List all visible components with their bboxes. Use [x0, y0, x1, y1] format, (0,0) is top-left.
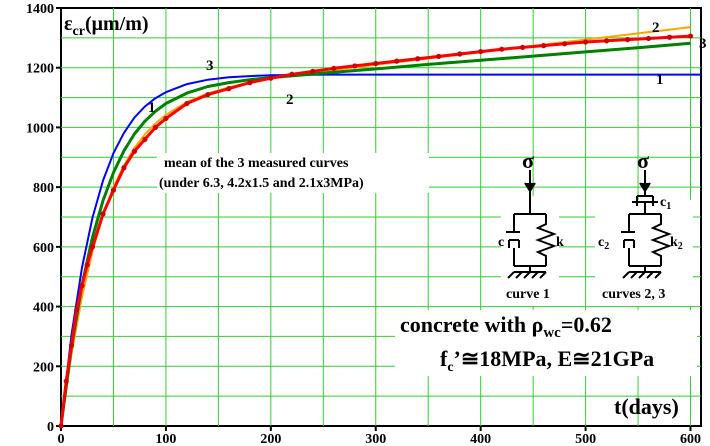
info-f: f	[440, 346, 448, 371]
diagram-2-sigma: σ	[637, 148, 649, 173]
diagram-2-caption: curves 2, 3	[602, 287, 665, 302]
curve-label-2a: 2	[286, 92, 294, 108]
x-tick-label: 300	[365, 432, 386, 446]
annotation-line-1: mean of the 3 measured curves	[164, 156, 349, 171]
y-tick-label: 0	[47, 420, 54, 435]
series-point-mean	[184, 100, 190, 107]
x-tick-label: 100	[155, 432, 176, 446]
series-point-mean	[131, 148, 138, 154]
curve-label-1b: 1	[656, 72, 664, 88]
x-tick-label: 500	[575, 432, 596, 446]
y-axis-sub: cr	[73, 24, 85, 39]
series-point-mean	[84, 262, 90, 268]
x-axis-label: t(days)	[614, 394, 679, 419]
x-tick-label: 400	[470, 432, 491, 446]
series-point-mean	[394, 58, 400, 64]
diagram-2-k2: k2	[670, 235, 683, 252]
info-rho-sub: wc	[543, 325, 561, 341]
info-line-2: fc’≅18MPa, E≅21GPa	[440, 346, 654, 375]
series-point-mean	[562, 41, 568, 47]
series-point-mean	[226, 86, 232, 92]
series-point-mean	[68, 342, 75, 348]
series-point-mean	[247, 80, 253, 86]
series-point-mean	[89, 244, 96, 250]
model-diagram-curve-1	[501, 170, 559, 306]
series-point-mean	[152, 124, 159, 131]
y-tick-label: 1400	[26, 2, 54, 17]
y-tick-label: 1200	[26, 62, 54, 77]
series-point-mean	[666, 34, 673, 40]
series-point-mean	[121, 165, 127, 171]
series-line-1	[60, 73, 701, 427]
series-point-mean	[63, 378, 69, 384]
curve-label-3a: 3	[206, 58, 214, 74]
diagram-2-c1: c1	[660, 195, 671, 212]
annotation-line-2: (under 6.3, 4.2x1.5 and 2.1x3MPa)	[159, 176, 364, 191]
series-point-mean	[415, 56, 421, 62]
series-point-mean	[520, 44, 526, 51]
series-point-mean	[163, 115, 169, 122]
series-point-mean	[289, 71, 295, 77]
info-f-rest: ’≅18MPa, E≅21GPa	[454, 346, 655, 371]
y-axis-label: εcr(μm/m)	[64, 13, 149, 39]
series-point-mean	[331, 65, 337, 71]
info-rho: ρ	[532, 312, 544, 337]
x-tick-label: 200	[260, 432, 281, 446]
series-point-mean	[478, 48, 484, 55]
series-point-mean	[142, 136, 148, 142]
info-line-1: concrete with ρwc=0.62	[400, 312, 612, 341]
series-line-3	[59, 41, 691, 427]
annotation-bg	[157, 153, 429, 193]
series-point-mean	[603, 38, 610, 44]
series-point-mean	[373, 60, 379, 67]
curve-label-2b: 2	[652, 20, 660, 36]
series-point-mean	[436, 53, 442, 59]
x-tick-label: 600	[680, 432, 701, 446]
series-point-mean	[541, 43, 547, 49]
series-point-mean	[624, 37, 631, 43]
y-tick-label: 200	[33, 360, 54, 375]
series-point-mean	[310, 68, 316, 74]
series-point-mean	[352, 63, 358, 69]
diagram-1-sigma: σ	[522, 148, 534, 173]
info-rho-value: =0.62	[561, 312, 612, 337]
series-point-mean	[268, 75, 274, 81]
series-point-mean	[582, 39, 589, 45]
diagram-1-caption: curve 1	[506, 287, 550, 302]
info-bg	[395, 310, 697, 376]
info-prefix: concrete with	[400, 312, 532, 337]
diagram-1-k: k	[556, 235, 564, 250]
y-tick-label: 600	[33, 241, 54, 256]
series-point-mean	[79, 283, 85, 289]
series-point-mean	[74, 306, 80, 313]
y-axis-unit: (μm/m)	[85, 13, 149, 35]
y-tick-label: 800	[33, 181, 54, 196]
model-diagram-curves-2-3	[595, 170, 693, 306]
series-point-mean	[58, 423, 64, 429]
y-tick-label: 400	[33, 301, 54, 316]
series-point-mean	[687, 33, 694, 39]
curve-label-3b: 3	[699, 36, 707, 52]
diagram-2-c2: c2	[598, 235, 609, 252]
series-group	[58, 26, 701, 429]
y-axis-symbol: ε	[64, 13, 73, 35]
info-f-sub: c	[447, 360, 453, 375]
diagram-1-c: c	[498, 235, 504, 250]
series-point-mean	[645, 35, 652, 42]
axes: 0 100 200 300 400 500 600 0 200 400 600 800 1000 1200…	[26, 2, 701, 446]
series-point-mean	[205, 91, 211, 98]
series-point-mean	[457, 51, 463, 57]
y-tick-label: 1000	[26, 121, 54, 136]
x-tick-label: 0	[58, 432, 65, 446]
series-point-mean	[499, 46, 505, 52]
series-point-mean	[110, 187, 117, 193]
series-point-mean	[100, 211, 106, 217]
curve-label-1a: 1	[148, 100, 156, 116]
